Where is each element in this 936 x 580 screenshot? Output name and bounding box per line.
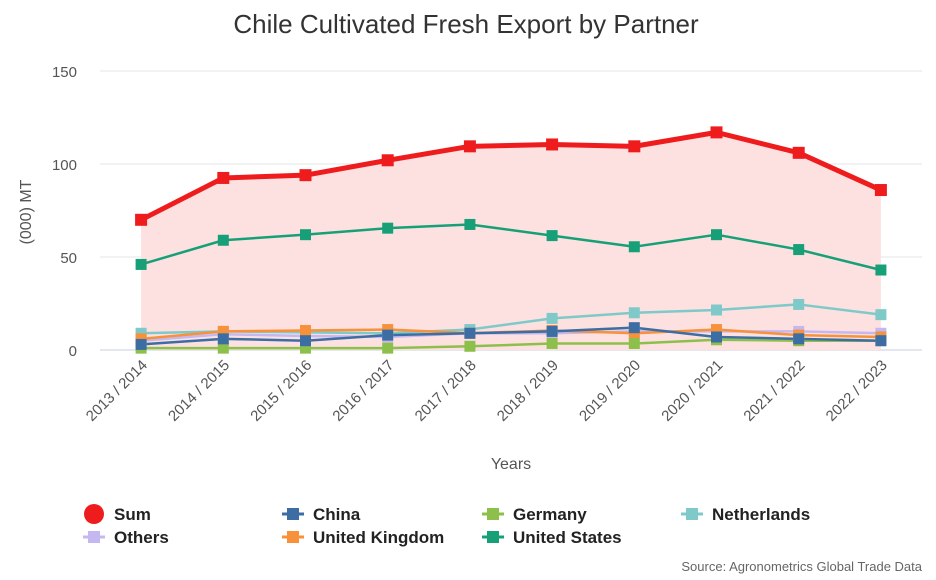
- legend-item-sum[interactable]: Sum: [84, 504, 151, 524]
- legend-label: China: [313, 505, 361, 524]
- y-tick-label: 150: [52, 64, 77, 81]
- data-point-united-states[interactable]: [217, 234, 229, 246]
- data-point-united-kingdom[interactable]: [711, 324, 722, 336]
- data-point-netherlands[interactable]: [711, 304, 722, 316]
- data-point-sum[interactable]: [463, 140, 476, 153]
- data-point-china[interactable]: [546, 325, 558, 337]
- data-point-china[interactable]: [135, 338, 147, 350]
- data-point-united-kingdom[interactable]: [382, 324, 394, 336]
- data-point-united-kingdom[interactable]: [300, 324, 311, 336]
- series-line-china: [141, 326, 881, 346]
- legend-item-united-states[interactable]: United States: [482, 528, 622, 547]
- data-point-sum[interactable]: [217, 171, 230, 184]
- x-tick-label: 2019 / 2020: [576, 357, 644, 425]
- data-point-sum[interactable]: [792, 146, 805, 159]
- legend-marker: [487, 508, 499, 520]
- chart-title: Chile Cultivated Fresh Export by Partner: [233, 9, 699, 39]
- legend-marker: [287, 531, 299, 543]
- data-point-china[interactable]: [793, 333, 805, 345]
- series-line-sum: [139, 129, 882, 223]
- x-axis-label: Years: [491, 456, 531, 473]
- data-point-netherlands[interactable]: [793, 298, 805, 310]
- legend-label: Netherlands: [712, 505, 810, 524]
- data-point-united-states[interactable]: [793, 244, 805, 256]
- legend-marker: [88, 531, 100, 543]
- y-tick-label: 0: [69, 343, 77, 360]
- series-line-united-states: [140, 223, 882, 272]
- legend-label: United States: [513, 528, 622, 547]
- data-point-china[interactable]: [628, 322, 640, 334]
- data-point-netherlands[interactable]: [546, 312, 558, 324]
- legend-marker: [487, 531, 499, 543]
- x-tick-label: 2013 / 2014: [83, 357, 151, 425]
- data-point-china[interactable]: [464, 327, 476, 339]
- data-point-united-states[interactable]: [464, 218, 476, 230]
- data-point-germany[interactable]: [628, 337, 640, 349]
- data-point-united-kingdom[interactable]: [628, 327, 640, 339]
- data-point-china[interactable]: [711, 331, 722, 343]
- y-tick-label: 50: [60, 250, 77, 267]
- data-point-united-kingdom[interactable]: [217, 325, 229, 337]
- x-tick-label: 2014 / 2015: [165, 357, 233, 425]
- data-point-united-states[interactable]: [546, 230, 558, 242]
- x-axis-ticks: 2013 / 2014 2014 / 2015 2015 / 2016 2016 / …: [83, 357, 891, 425]
- data-point-sum[interactable]: [135, 213, 148, 226]
- data-point-netherlands[interactable]: [628, 307, 640, 319]
- legend-item-united-kingdom[interactable]: United Kingdom: [282, 528, 444, 547]
- data-point-sum[interactable]: [874, 184, 887, 197]
- data-point-united-states[interactable]: [382, 222, 394, 234]
- data-point-sum[interactable]: [299, 169, 312, 182]
- series-line-germany: [141, 338, 881, 350]
- x-tick-label: 2020 / 2021: [658, 357, 726, 425]
- data-point-united-states[interactable]: [135, 258, 147, 270]
- data-point-germany[interactable]: [217, 342, 229, 354]
- data-point-china[interactable]: [382, 329, 394, 341]
- data-point-china[interactable]: [300, 335, 311, 347]
- data-point-united-states[interactable]: [875, 264, 887, 276]
- data-point-germany[interactable]: [546, 337, 558, 349]
- legend-marker: [84, 504, 104, 524]
- data-point-united-states[interactable]: [711, 229, 722, 241]
- data-point-germany[interactable]: [464, 340, 476, 352]
- data-point-germany[interactable]: [300, 342, 311, 354]
- data-point-sum[interactable]: [546, 138, 559, 151]
- data-point-germany[interactable]: [382, 342, 394, 354]
- x-tick-label: 2021 / 2022: [740, 357, 808, 425]
- data-point-netherlands[interactable]: [875, 309, 887, 321]
- legend-label: Germany: [513, 505, 587, 524]
- y-axis-ticks: 0 50 100 150: [52, 64, 77, 360]
- legend-item-germany[interactable]: Germany: [482, 505, 587, 524]
- legend-label: Sum: [114, 505, 151, 524]
- series-points-layer: [135, 126, 887, 354]
- series-area-sum: [141, 132, 881, 350]
- legend-item-netherlands[interactable]: Netherlands: [681, 505, 810, 524]
- x-tick-label: 2017 / 2018: [412, 357, 480, 425]
- x-tick-label: 2018 / 2019: [494, 357, 562, 425]
- y-tick-label: 100: [52, 157, 77, 174]
- data-point-china[interactable]: [217, 333, 229, 345]
- x-tick-label: 2022 / 2023: [823, 357, 891, 425]
- data-point-sum[interactable]: [710, 126, 723, 139]
- legend-label: United Kingdom: [313, 528, 444, 547]
- legend-label: Others: [114, 528, 169, 547]
- data-point-sum[interactable]: [381, 154, 394, 167]
- source-note: Source: Agronometrics Global Trade Data: [681, 559, 922, 574]
- legend-item-china[interactable]: China: [282, 505, 361, 524]
- data-point-netherlands[interactable]: [135, 327, 147, 339]
- x-tick-label: 2015 / 2016: [247, 357, 315, 425]
- legend-marker: [686, 508, 698, 520]
- legend: Sum China Germany Netherlands Others United K…: [83, 504, 810, 547]
- data-point-united-states[interactable]: [300, 229, 311, 241]
- y-axis-label: (000) MT: [18, 179, 35, 244]
- data-point-sum[interactable]: [628, 140, 641, 153]
- legend-marker: [287, 508, 299, 520]
- x-tick-label: 2016 / 2017: [329, 357, 397, 425]
- legend-item-others[interactable]: Others: [83, 528, 169, 547]
- data-point-united-states[interactable]: [628, 241, 640, 253]
- data-point-china[interactable]: [875, 335, 887, 347]
- data-point-united-kingdom[interactable]: [135, 333, 147, 345]
- series-lines-layer: [139, 129, 882, 350]
- series-area-layer: [141, 132, 881, 350]
